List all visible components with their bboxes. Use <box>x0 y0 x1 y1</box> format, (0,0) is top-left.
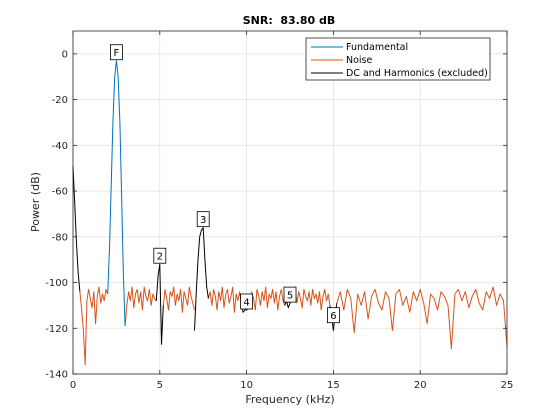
harmonic-label: 4 <box>243 297 249 308</box>
x-axis-label: Frequency (kHz) <box>245 393 334 406</box>
series-line-harmonics-1 <box>155 263 164 345</box>
axes-box <box>72 30 508 375</box>
annotation-layer: F 2 3 4 5 6 <box>110 44 340 324</box>
x-tick-label: 15 <box>327 380 340 391</box>
series-line-noise-3 <box>207 286 242 313</box>
y-tick-label: -80 <box>52 232 68 243</box>
legend: Fundamental Noise DC and Harmonics (excl… <box>305 37 491 81</box>
ticks: 0 5 10 15 20 25-140-120-100-80-60-40-200 <box>45 31 513 391</box>
y-tick-label: 0 <box>62 49 68 60</box>
harmonic-label: 6 <box>330 311 336 322</box>
chart-title: SNR: 83.80 dB <box>243 14 336 27</box>
legend-label-fundamental: Fundamental <box>346 42 408 53</box>
series-line-noise-0 <box>79 286 109 366</box>
x-tick-label: 5 <box>157 380 163 391</box>
harmonic-label-box <box>110 44 123 61</box>
legend-label-noise: Noise <box>346 55 373 66</box>
harmonic-label: 3 <box>200 215 206 226</box>
harmonic-label: 2 <box>157 252 163 263</box>
x-tick-label: 25 <box>501 380 514 391</box>
harmonic-label: 5 <box>287 291 293 302</box>
series-line-noise-1 <box>124 286 157 327</box>
x-tick-label: 0 <box>70 380 76 391</box>
y-tick-label: -140 <box>45 370 68 381</box>
y-tick-label: -20 <box>52 95 68 106</box>
x-tick-label: 20 <box>414 380 427 391</box>
harmonic-label-box <box>240 293 254 310</box>
harmonic-label-box <box>283 286 297 303</box>
plot-area <box>73 31 507 374</box>
harmonic-label-box <box>196 211 210 228</box>
y-tick-label: -60 <box>52 187 68 198</box>
series-line-noise-5 <box>293 288 331 311</box>
harmonic-label: F <box>114 48 120 59</box>
y-tick-label: -100 <box>45 278 68 289</box>
harmonic-label-box <box>326 307 340 324</box>
series-line-harmonics-0 <box>72 165 81 292</box>
series-line-harmonics-2 <box>194 227 209 331</box>
x-tick-label: 10 <box>240 380 253 391</box>
y-tick-label: -40 <box>52 141 68 152</box>
series-layer <box>72 60 508 366</box>
series-line-noise-4 <box>249 286 286 311</box>
y-axis-label: Power (dB) <box>29 172 42 232</box>
series-line-noise-2 <box>162 286 195 313</box>
grid <box>72 31 508 375</box>
series-line-fundamental-0 <box>107 60 126 327</box>
y-tick-label: -120 <box>45 324 68 335</box>
series-line-noise-6 <box>336 286 508 350</box>
harmonic-label-box <box>153 247 167 264</box>
legend-label-harmonics: DC and Harmonics (excluded) <box>346 68 488 79</box>
